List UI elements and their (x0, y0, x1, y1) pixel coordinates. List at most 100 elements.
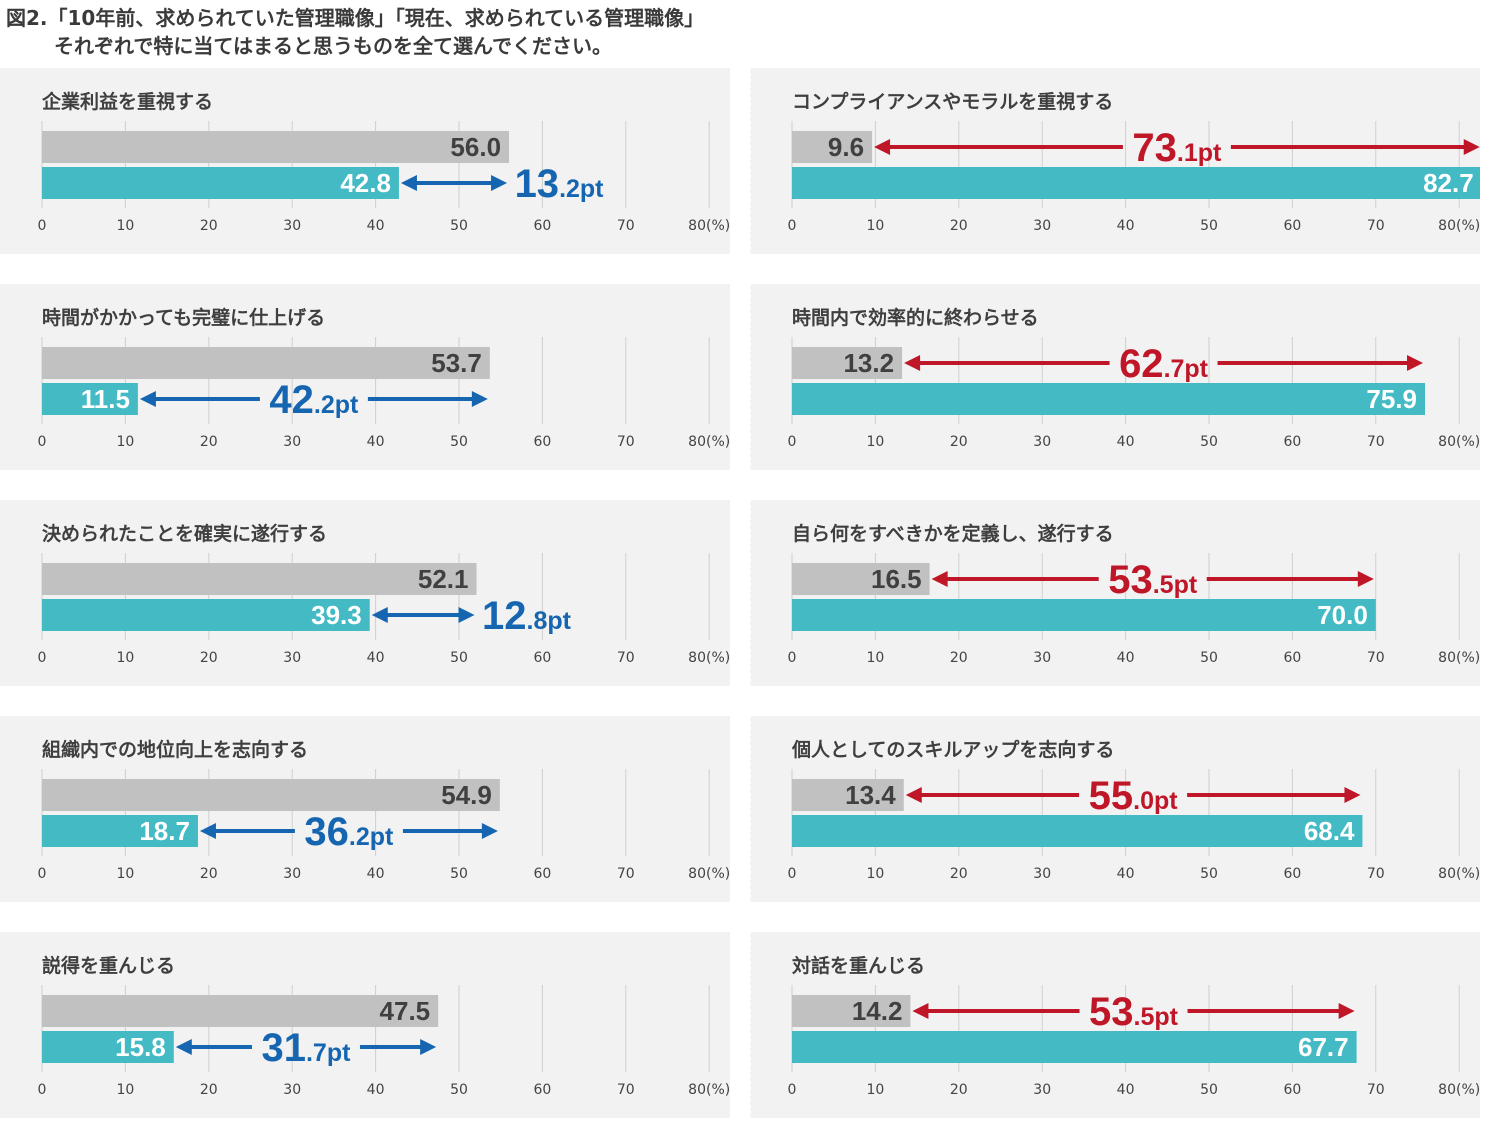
x-tick-label: 0 (38, 1082, 47, 1098)
x-tick-label: 20 (200, 434, 218, 450)
difference-arrow-head-left (139, 391, 156, 407)
value-label-current: 11.5 (81, 384, 130, 414)
difference-integer: 36 (304, 810, 349, 854)
column-divider (748, 66, 751, 1120)
value-label-past: 13.2 (843, 348, 894, 378)
value-label-past: 54.9 (441, 780, 492, 810)
x-tick-label: 80(%) (1438, 434, 1480, 450)
x-tick-label: 10 (866, 650, 884, 666)
x-tick-label: 40 (367, 650, 385, 666)
chart-title: 企業利益を重視する (41, 90, 213, 113)
bar-chart: 0 10 20 30 40 50 60 70 80(%) 対話を重んじる 14.2 67.7 53.5p… (788, 954, 1480, 1098)
difference-arrow-head-left (874, 139, 891, 155)
bar-current (42, 383, 138, 415)
value-label-current: 70.0 (1317, 600, 1368, 630)
chart-title: 自ら何をすべきかを定義し、遂行する (792, 522, 1114, 545)
x-tick-label: 40 (367, 434, 385, 450)
chart-panel: 0 10 20 30 40 50 60 70 80(%) 個人としてのスキルアップを志向する 13.… (750, 716, 1480, 902)
difference-label: 53.5pt (1108, 558, 1198, 602)
x-tick-label: 10 (116, 434, 134, 450)
x-tick-label: 70 (617, 1082, 635, 1098)
x-tick-label: 70 (1367, 866, 1385, 882)
x-tick-label: 70 (1367, 1082, 1385, 1098)
value-label-current: 18.7 (139, 816, 190, 846)
difference-arrow-head-right (458, 607, 475, 623)
difference-decimal: .2pt (559, 175, 604, 203)
x-tick-label: 0 (38, 650, 47, 666)
chart-panel: 0 10 20 30 40 50 60 70 80(%) 対話を重んじる 14.2 67.7 53.5p… (750, 932, 1480, 1118)
difference-decimal: .5pt (1153, 571, 1198, 599)
x-tick-label: 30 (283, 218, 301, 234)
x-tick-label: 40 (367, 1082, 385, 1098)
x-tick-label: 0 (38, 866, 47, 882)
bar-chart: 0 10 20 30 40 50 60 70 80(%) 時間がかかっても完璧に仕上げる 53.7 1… (38, 306, 730, 450)
difference-integer: 13 (515, 162, 560, 206)
value-label-current: 68.4 (1304, 816, 1355, 846)
x-tick-label: 0 (38, 218, 47, 234)
x-tick-label: 0 (38, 434, 47, 450)
x-tick-label: 30 (283, 434, 301, 450)
x-tick-label: 70 (617, 434, 635, 450)
chart-panel: 0 10 20 30 40 50 60 70 80(%) コンプライアンスやモラルを重視する 9.6… (750, 68, 1480, 254)
difference-arrow-head-right (1344, 787, 1361, 803)
difference-integer: 55 (1089, 774, 1134, 818)
x-tick-label: 50 (1200, 866, 1218, 882)
bar-current (42, 1031, 174, 1063)
bar-current (42, 815, 198, 847)
difference-integer: 53 (1089, 990, 1134, 1034)
x-tick-label: 0 (788, 650, 797, 666)
value-label-past: 13.4 (845, 780, 896, 810)
x-tick-label: 60 (1283, 1082, 1301, 1098)
bar-chart: 0 10 20 30 40 50 60 70 80(%) コンプライアンスやモラルを重視する 9.6… (788, 90, 1480, 234)
bar-current (792, 1031, 1357, 1063)
difference-decimal: .7pt (306, 1039, 351, 1067)
difference-label: 36.2pt (304, 810, 394, 854)
chart-title: 個人としてのスキルアップを志向する (791, 738, 1114, 761)
x-tick-label: 50 (450, 650, 468, 666)
x-tick-label: 60 (1283, 650, 1301, 666)
difference-arrow-head-right (471, 391, 488, 407)
bar-past (792, 347, 903, 379)
x-tick-label: 30 (1033, 866, 1051, 882)
x-tick-label: 10 (116, 650, 134, 666)
x-tick-label: 60 (1283, 866, 1301, 882)
x-tick-label: 50 (450, 218, 468, 234)
x-tick-label: 20 (200, 866, 218, 882)
difference-integer: 42 (269, 378, 314, 422)
difference-label: 42.2pt (269, 378, 359, 422)
x-tick-label: 80(%) (688, 218, 730, 234)
difference-arrow-head-right (1338, 1003, 1355, 1019)
difference-arrow-head-right (1463, 139, 1480, 155)
difference-arrow-head-left (931, 571, 948, 587)
figure-title: 図2.「10年前、求められていた管理職像」「現在、求められている管理職像」 それ… (6, 4, 704, 60)
chart-panel: 0 10 20 30 40 50 60 70 80(%) 時間がかかっても完璧に仕上げる 53.7 1… (0, 284, 730, 470)
x-tick-label: 60 (1283, 218, 1301, 234)
x-tick-label: 80(%) (1438, 866, 1480, 882)
x-tick-label: 20 (950, 218, 968, 234)
bar-past (42, 779, 500, 811)
value-label-past: 56.0 (450, 132, 501, 162)
x-tick-label: 40 (1117, 650, 1135, 666)
difference-label: 13.2pt (515, 162, 605, 206)
chart-title: 説得を重んじる (42, 954, 175, 977)
chart-title: 決められたことを確実に遂行する (42, 522, 327, 545)
x-tick-label: 30 (283, 866, 301, 882)
x-tick-label: 0 (788, 1082, 797, 1098)
x-tick-label: 80(%) (1438, 650, 1480, 666)
chart-title: コンプライアンスやモラルを重視する (792, 90, 1113, 113)
x-tick-label: 30 (1033, 1082, 1051, 1098)
difference-label: 53.5pt (1089, 990, 1179, 1034)
x-tick-label: 80(%) (688, 866, 730, 882)
x-tick-label: 30 (283, 650, 301, 666)
x-tick-label: 30 (1033, 650, 1051, 666)
difference-label: 12.8pt (482, 594, 572, 638)
bar-past (792, 131, 873, 163)
difference-integer: 62 (1119, 342, 1164, 386)
x-tick-label: 60 (533, 218, 551, 234)
figure-title-line2: それぞれで特に当てはまると思うものを全て選んでください。 (54, 34, 612, 58)
x-tick-label: 40 (367, 866, 385, 882)
difference-decimal: .2pt (349, 823, 394, 851)
bar-chart: 0 10 20 30 40 50 60 70 80(%) 組織内での地位向上を志向する 54.9 18… (38, 738, 730, 882)
difference-arrow-head-left (912, 1003, 929, 1019)
difference-integer: 73 (1132, 126, 1177, 170)
